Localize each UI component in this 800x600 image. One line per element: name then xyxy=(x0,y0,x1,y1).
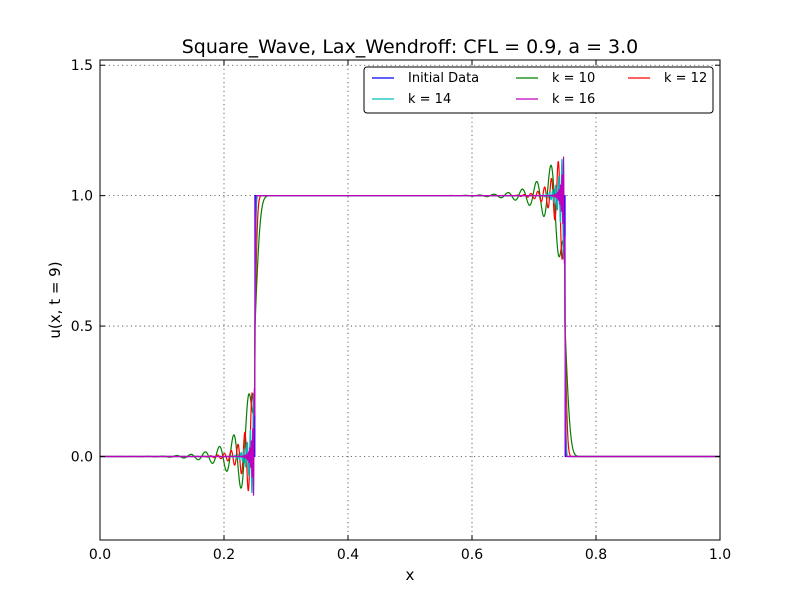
y-tick-label: 0.5 xyxy=(71,319,93,335)
chart-title: Square_Wave, Lax_Wendroff: CFL = 0.9, a … xyxy=(182,36,639,58)
x-axis-label: x xyxy=(406,566,415,584)
series-line-4 xyxy=(100,156,720,496)
x-tick-label: 0.4 xyxy=(337,547,359,563)
x-tick-label: 0.0 xyxy=(89,547,111,563)
y-axis-label: u(x, t = 9) xyxy=(46,261,64,338)
axis-ticks: 0.0 0.2 0.4 0.6 0.8 1.0 0.0 0.5 1.0 1.5 xyxy=(71,58,731,563)
y-tick-label: 0.0 xyxy=(71,450,93,466)
legend-box xyxy=(363,66,714,114)
y-tick-label: 1.0 xyxy=(71,189,93,205)
series-area xyxy=(100,156,720,496)
legend-label: k = 14 xyxy=(408,92,451,107)
x-tick-label: 0.6 xyxy=(461,547,483,563)
y-tick-label: 1.5 xyxy=(71,58,93,74)
plot-frame xyxy=(99,59,721,541)
legend-label: k = 12 xyxy=(664,71,707,86)
legend-label: k = 10 xyxy=(552,71,595,86)
x-tick-label: 1.0 xyxy=(709,547,731,563)
legend-label: Initial Data xyxy=(408,71,479,86)
grid xyxy=(100,60,720,540)
x-tick-label: 0.2 xyxy=(213,547,235,563)
legend: Initial Data k = 10 k = 12 k = 14 k = 16 xyxy=(363,66,714,114)
legend-label: k = 16 xyxy=(552,92,595,107)
x-tick-label: 0.8 xyxy=(585,547,607,563)
